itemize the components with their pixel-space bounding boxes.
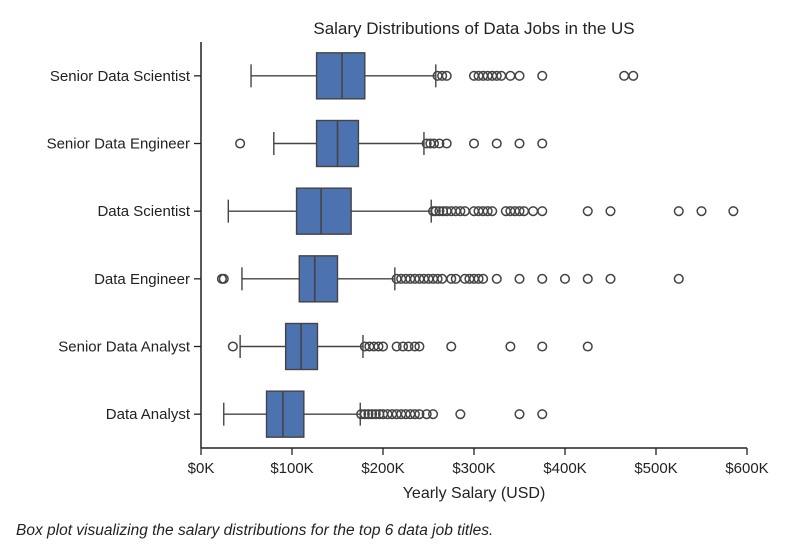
box-group [227, 322, 593, 371]
outlier-point [528, 206, 539, 217]
outlier-point [446, 341, 457, 352]
iqr-box [315, 52, 366, 100]
outlier-point [491, 70, 502, 81]
outlier-point [409, 341, 420, 352]
outlier-point [628, 70, 639, 81]
outlier-point [619, 70, 630, 81]
outlier-point [673, 273, 684, 284]
outlier-point [437, 70, 448, 81]
outlier-point [514, 138, 525, 149]
y-tick-label: Data Analyst [106, 406, 191, 423]
y-tick-label: Senior Data Scientist [50, 68, 191, 85]
outlier-point [455, 409, 466, 420]
outlier-point [473, 273, 484, 284]
outlier-point [370, 409, 381, 420]
x-tick-label: $300K [452, 460, 495, 477]
outlier-point [373, 341, 384, 352]
outlier-point [455, 206, 466, 217]
outlier-point [582, 206, 593, 217]
outlier-point [428, 138, 440, 149]
outlier-point [421, 409, 432, 420]
outlier-point [514, 273, 525, 284]
outlier-point [482, 206, 493, 217]
box-group [216, 255, 684, 303]
outlier-point [428, 409, 439, 420]
iqr-box [298, 255, 339, 303]
outlier-point [403, 341, 414, 352]
outlier-point [421, 138, 432, 149]
outlier-point [605, 206, 616, 217]
outlier-point [218, 273, 229, 284]
outlier-point [537, 70, 548, 81]
outlier-point [414, 341, 425, 352]
x-tick-label: $600K [725, 460, 768, 477]
box-group [227, 187, 739, 235]
outlier-point [227, 341, 238, 352]
outlier-point [446, 273, 457, 284]
outlier-point [377, 341, 389, 352]
outlier-point [505, 70, 516, 81]
outlier-point [478, 273, 489, 284]
outlier-point [582, 341, 593, 352]
iqr-box [265, 390, 305, 438]
iqr-box [295, 187, 352, 235]
outlier-point [537, 409, 548, 420]
outlier-point [356, 409, 367, 420]
x-axis-label: Yearly Salary (USD) [403, 485, 546, 502]
outlier-point [432, 273, 443, 284]
x-tick-label: $0K [188, 460, 215, 477]
outlier-point [491, 138, 502, 149]
outlier-point [414, 409, 425, 420]
outlier-point [468, 138, 480, 149]
outlier-point [391, 341, 402, 352]
outlier-point [537, 341, 548, 352]
y-tick-label: Data Engineer [94, 271, 190, 288]
outlier-point [505, 341, 516, 352]
outlier-point [428, 206, 439, 217]
y-tick-label: Data Scientist [97, 203, 190, 220]
outlier-point [537, 206, 548, 217]
outlier-point [696, 206, 707, 217]
axes: Senior Data Scientist Senior Data Enginee… [47, 42, 769, 477]
outlier-point [491, 273, 502, 284]
outlier-point [367, 409, 378, 420]
outlier-point [434, 206, 445, 217]
plot-area [216, 52, 739, 438]
box-group [250, 52, 639, 100]
outlier-point [409, 409, 420, 420]
outlier-point [235, 138, 246, 149]
outlier-point [728, 206, 739, 217]
x-tick-label: $100K [270, 460, 313, 477]
box-group [235, 119, 548, 168]
outlier-point [537, 138, 548, 149]
outlier-point [582, 273, 593, 284]
outlier-point [441, 138, 452, 149]
outlier-point [514, 409, 525, 420]
outlier-point [537, 273, 548, 284]
figure-caption: Box plot visualizing the salary distribu… [16, 522, 494, 539]
x-tick-label: $500K [634, 460, 677, 477]
outlier-point [673, 206, 684, 217]
outlier-point [359, 409, 370, 420]
outlier-point [363, 409, 374, 420]
outlier-point [430, 206, 441, 217]
outlier-point [559, 273, 571, 284]
outlier-point [605, 273, 616, 284]
y-tick-label: Senior Data Analyst [58, 339, 191, 356]
box-plot-chart: Salary Distributions of Data Jobs in the… [47, 19, 769, 502]
box-group [223, 390, 548, 438]
outlier-point [397, 341, 409, 352]
outlier-point [441, 70, 452, 81]
outlier-point [487, 206, 498, 217]
outlier-point [514, 70, 525, 81]
outlier-point [514, 206, 525, 217]
chart-title: Salary Distributions of Data Jobs in the… [313, 19, 634, 38]
outlier-point [434, 138, 445, 149]
x-tick-label: $200K [361, 460, 404, 477]
y-tick-label: Senior Data Engineer [47, 136, 190, 153]
x-tick-label: $400K [543, 460, 586, 477]
